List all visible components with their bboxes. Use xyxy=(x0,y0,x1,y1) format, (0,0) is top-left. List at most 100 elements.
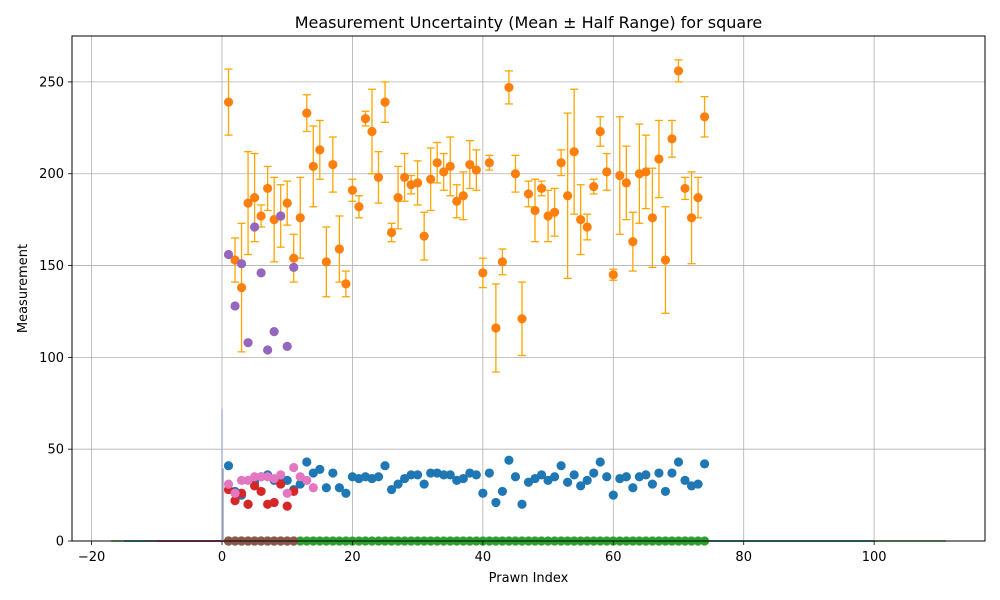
data-point-series-0 xyxy=(445,161,455,171)
y-tick-label: 50 xyxy=(47,443,64,458)
data-point-series-1 xyxy=(484,468,494,478)
data-point-series-1 xyxy=(647,479,658,489)
data-point-series-4 xyxy=(276,470,286,480)
y-tick-label: 200 xyxy=(39,167,64,182)
data-point-series-0 xyxy=(523,189,534,199)
data-point-series-0 xyxy=(373,172,384,182)
data-point-series-1 xyxy=(406,470,416,480)
data-point-series-0 xyxy=(315,145,325,155)
data-point-series-1 xyxy=(621,472,631,482)
data-point-series-0 xyxy=(673,66,684,76)
data-point-series-2 xyxy=(230,301,240,311)
data-point-series-0 xyxy=(563,191,573,201)
data-point-series-1 xyxy=(478,488,488,498)
data-point-series-0 xyxy=(491,323,501,333)
data-point-series-1 xyxy=(673,457,684,467)
data-point-series-1 xyxy=(373,472,384,482)
data-point-series-1 xyxy=(569,470,579,480)
data-point-series-1 xyxy=(536,470,547,480)
data-point-series-3 xyxy=(236,488,247,498)
data-point-series-1 xyxy=(413,470,423,480)
y-tick-label: 150 xyxy=(39,259,64,274)
data-point-series-0 xyxy=(471,165,481,175)
data-point-series-2 xyxy=(269,327,279,337)
data-point-series-1 xyxy=(517,499,527,509)
data-point-series-0 xyxy=(654,154,664,164)
data-point-series-0 xyxy=(452,196,462,206)
data-point-series-4 xyxy=(250,472,260,482)
data-point-series-1 xyxy=(386,484,397,495)
x-axis-label: Prawn Index xyxy=(489,571,569,586)
data-point-series-1 xyxy=(491,497,501,508)
data-point-series-0 xyxy=(289,253,299,263)
data-point-series-0 xyxy=(295,213,305,223)
data-point-series-0 xyxy=(621,178,631,188)
data-point-series-0 xyxy=(282,198,292,208)
y-axis-ticks: 0 50 100 150 200 250 xyxy=(39,75,72,550)
data-point-series-3 xyxy=(269,497,279,508)
data-point-series-0 xyxy=(465,159,475,170)
data-point-series-0 xyxy=(302,108,312,118)
data-point-series-0 xyxy=(615,170,625,181)
data-point-series-0 xyxy=(549,207,560,217)
data-point-series-2 xyxy=(223,249,234,260)
plot-frame xyxy=(71,35,986,542)
data-point-series-1 xyxy=(497,486,508,497)
data-point-series-0 xyxy=(517,314,527,324)
data-points xyxy=(223,66,710,546)
data-point-series-0 xyxy=(250,193,260,203)
data-point-series-0 xyxy=(243,198,253,208)
data-point-series-0 xyxy=(699,112,710,122)
data-point-series-0 xyxy=(628,237,638,247)
data-point-series-0 xyxy=(647,213,658,223)
data-point-series-1 xyxy=(660,486,671,497)
data-point-series-4 xyxy=(223,479,234,489)
data-point-series-0 xyxy=(380,97,390,107)
data-point-series-4 xyxy=(308,483,318,493)
data-point-series-1 xyxy=(471,470,481,480)
plot-area xyxy=(72,36,985,541)
data-point-series-3 xyxy=(282,501,292,511)
x-tick-label: −20 xyxy=(78,550,105,565)
data-point-series-0 xyxy=(595,126,605,137)
data-point-series-0 xyxy=(321,257,331,267)
data-point-series-1 xyxy=(510,472,521,482)
data-point-series-3 xyxy=(256,486,266,497)
data-point-series-1 xyxy=(439,470,449,480)
data-point-series-0 xyxy=(308,161,318,171)
data-point-series-0 xyxy=(341,279,351,289)
data-point-series-0 xyxy=(660,255,671,265)
data-point-series-1 xyxy=(302,457,312,467)
data-point-series-1 xyxy=(334,483,344,493)
y-tick-label: 250 xyxy=(39,75,64,90)
data-point-series-2 xyxy=(236,259,247,269)
data-point-series-1 xyxy=(504,455,514,465)
data-point-series-1 xyxy=(582,475,592,485)
data-point-series-0 xyxy=(413,178,423,188)
data-point-series-0 xyxy=(602,167,612,177)
data-point-series-1 xyxy=(328,468,338,478)
x-tick-label: 40 xyxy=(475,550,492,565)
data-point-series-0 xyxy=(484,158,494,168)
data-point-series-4 xyxy=(282,488,292,498)
data-point-series-2 xyxy=(289,262,299,272)
data-point-series-1 xyxy=(628,483,638,493)
data-point-series-0 xyxy=(347,185,358,195)
data-point-series-0 xyxy=(432,158,442,168)
data-point-series-1 xyxy=(699,459,710,469)
data-point-series-1 xyxy=(654,468,664,478)
data-point-series-2 xyxy=(282,341,292,351)
data-point-series-1 xyxy=(549,472,560,482)
data-point-series-0 xyxy=(569,147,579,157)
data-point-series-4 xyxy=(302,475,312,485)
data-point-series-1 xyxy=(341,488,351,498)
data-point-series-4 xyxy=(236,475,247,485)
x-tick-label: 60 xyxy=(605,550,622,565)
data-point-series-0 xyxy=(667,134,677,144)
data-point-series-0 xyxy=(576,215,586,225)
data-point-series-0 xyxy=(536,183,547,194)
data-point-series-2 xyxy=(256,268,266,278)
data-point-series-1 xyxy=(602,472,612,482)
x-tick-label: 100 xyxy=(862,550,887,565)
